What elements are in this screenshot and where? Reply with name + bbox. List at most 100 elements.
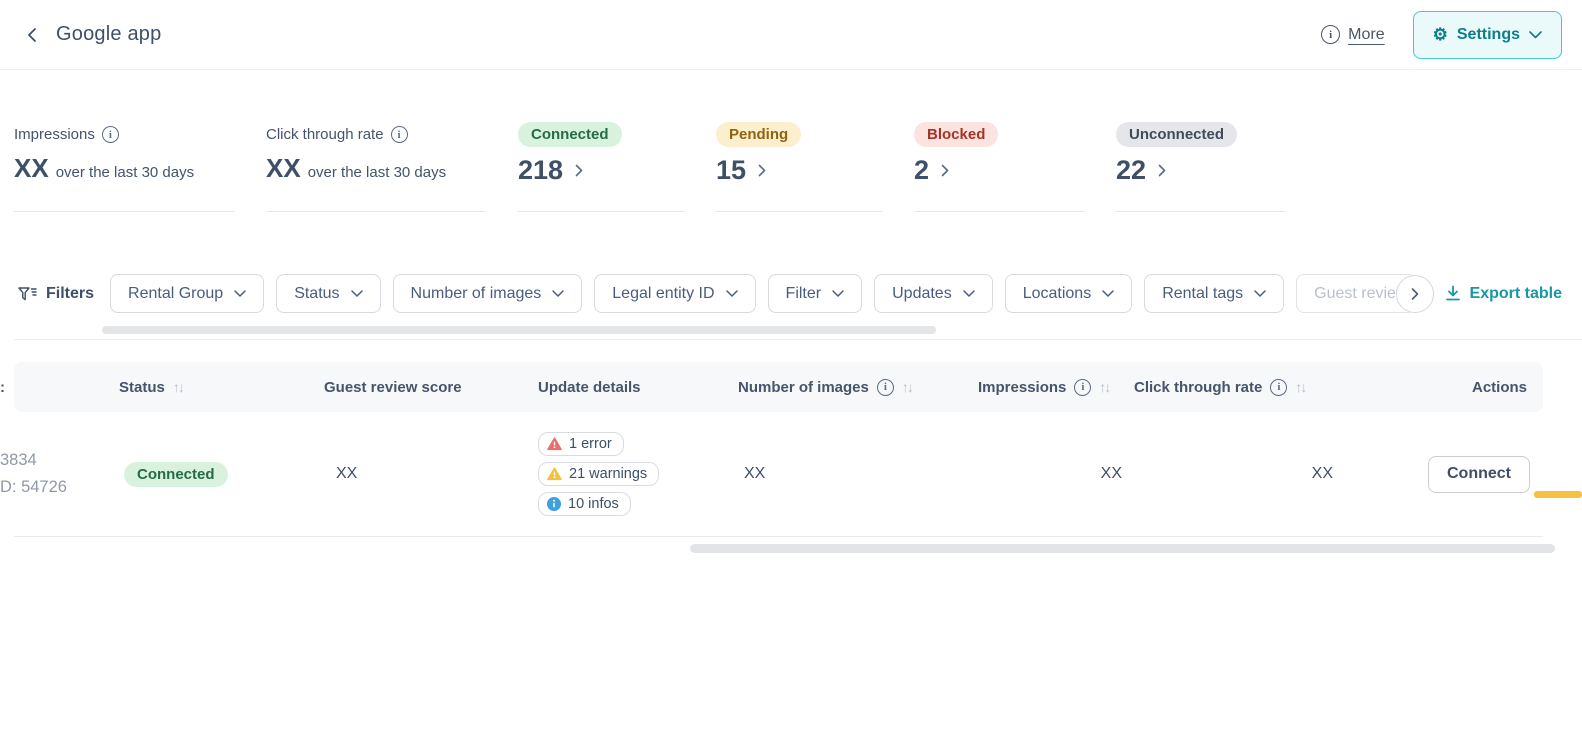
status-count: 22	[1116, 155, 1147, 185]
back-button[interactable]	[18, 21, 46, 49]
status-card-unconnected: Unconnected 22	[1116, 122, 1286, 212]
status-badge: Unconnected	[1116, 122, 1238, 147]
filter-pill-status[interactable]: Status	[276, 274, 381, 313]
export-table-button[interactable]: Export table	[1445, 285, 1562, 303]
column-label: Status	[119, 378, 165, 396]
chevron-down-icon	[1529, 30, 1542, 39]
info-icon[interactable]: i	[876, 378, 894, 396]
status-count-link[interactable]: 22	[1116, 155, 1286, 186]
export-label: Export table	[1469, 284, 1562, 302]
pill-label: Updates	[892, 284, 952, 302]
column-header-number-of-images[interactable]: Number of images i ↑↓	[714, 378, 964, 396]
pill-label: Status	[294, 284, 340, 302]
sort-icon[interactable]: ↑↓	[901, 379, 914, 395]
pill-label: Filter	[785, 284, 822, 302]
status-card-connected: Connected 218	[518, 122, 684, 212]
filter-pill-rental-tags[interactable]: Rental tags	[1144, 274, 1285, 313]
status-card-blocked: Blocked 2	[914, 122, 1084, 212]
filters-label: Filters	[18, 285, 94, 303]
column-label: Impressions	[978, 378, 1067, 396]
pill-label: Guest review	[1314, 284, 1408, 302]
impressions-cell: XX	[1100, 465, 1122, 482]
filter-pill-number-of-images[interactable]: Number of images	[392, 274, 583, 313]
info-icon[interactable]: i	[1321, 25, 1341, 44]
connect-button[interactable]: Connect	[1428, 455, 1530, 493]
filters-scroll-next-button[interactable]	[1396, 274, 1435, 313]
status-count: 2	[914, 155, 930, 185]
number-of-images-cell: XX	[744, 465, 766, 482]
info-icon[interactable]: i	[101, 126, 119, 143]
table-row: 3834 D: 54726 Connected XX 1 error	[0, 412, 1582, 537]
metric-value-row: XX over the last 30 days	[14, 153, 234, 184]
metric-value: XX	[266, 153, 301, 183]
chevron-right-icon	[1411, 287, 1419, 301]
chevron-right-icon	[575, 164, 583, 177]
pill-label: Rental Group	[128, 284, 224, 302]
clipped-column-header: :	[0, 379, 5, 396]
more-link[interactable]: i More	[1321, 25, 1385, 44]
topbar-actions: i More ⚙ Settings	[1321, 10, 1562, 59]
error-badge[interactable]: 1 error	[538, 432, 624, 456]
info-icon[interactable]: i	[1270, 378, 1288, 396]
info-badge[interactable]: 10 infos	[538, 492, 631, 516]
filter-pill-updates[interactable]: Updates	[874, 274, 993, 313]
badge-label: 10 infos	[568, 496, 619, 512]
status-count-link[interactable]: 2	[914, 155, 1084, 186]
sort-icon[interactable]: ↑↓	[172, 379, 185, 395]
table-horizontal-scrollbar[interactable]	[690, 544, 1555, 553]
column-header-status[interactable]: Status ↑↓	[119, 379, 324, 396]
sort-icon[interactable]: ↑↓	[1099, 379, 1111, 395]
download-icon	[1445, 285, 1461, 302]
chevron-down-icon	[350, 289, 363, 298]
metric-label: Click through rate	[266, 126, 384, 143]
error-triangle-icon	[547, 437, 562, 451]
filter-pill-locations[interactable]: Locations	[1004, 274, 1133, 313]
guest-review-score-cell: XX	[336, 465, 358, 482]
metric-period: over the last 30 days	[55, 164, 195, 181]
metric-value-row: XX over the last 30 days	[266, 153, 486, 184]
chevron-down-icon	[725, 289, 738, 298]
metric-period: over the last 30 days	[307, 164, 447, 181]
info-icon[interactable]: i	[390, 126, 408, 143]
status-card-pending: Pending 15	[716, 122, 882, 212]
status-count: 15	[716, 155, 747, 185]
status-badge: Connected	[518, 122, 622, 147]
chevron-right-icon	[1158, 164, 1166, 177]
status-count-link[interactable]: 218	[518, 155, 684, 186]
filter-funnel-icon	[18, 286, 37, 302]
filter-pill-filter[interactable]: Filter	[767, 274, 863, 313]
column-header-impressions[interactable]: Impressions i ↑↓	[964, 378, 1124, 396]
stats-row: Impressions i XX over the last 30 days Cl…	[0, 70, 1582, 212]
column-header-guest-review-score: Guest review score	[324, 379, 529, 396]
metric-value: XX	[14, 153, 49, 183]
column-header-click-through-rate[interactable]: Click through rate i ↑↓	[1124, 378, 1339, 396]
sort-icon[interactable]: ↑↓	[1295, 379, 1307, 395]
chevron-down-icon	[1102, 289, 1114, 298]
filter-pill-legal-entity-id[interactable]: Legal entity ID	[594, 274, 756, 313]
column-header-actions: Actions	[1339, 379, 1543, 396]
click-through-rate-cell: XX	[1311, 465, 1333, 482]
status-count-link[interactable]: 15	[716, 155, 882, 186]
status-cell: Connected	[119, 461, 324, 487]
chevron-left-icon	[24, 26, 40, 44]
page-title: Google app	[56, 23, 162, 45]
chevron-down-icon	[552, 289, 565, 298]
metric-impressions: Impressions i XX over the last 30 days	[14, 122, 234, 212]
badge-label: 1 error	[569, 436, 612, 452]
status-badge: Connected	[124, 461, 228, 487]
status-badge: Blocked	[914, 122, 999, 147]
status-badge: Pending	[716, 122, 802, 147]
chevron-right-icon	[941, 164, 949, 177]
warning-badge[interactable]: 21 warnings	[538, 462, 660, 486]
settings-button[interactable]: ⚙ Settings	[1412, 10, 1562, 59]
column-label: Update details	[538, 378, 641, 396]
chevron-down-icon	[234, 289, 246, 298]
column-label: Actions	[1471, 378, 1527, 396]
info-icon[interactable]: i	[1074, 378, 1092, 396]
filter-pill-rental-group[interactable]: Rental Group	[110, 274, 265, 313]
rental-id-line1: 3834	[0, 451, 37, 469]
filters-title: Filters	[46, 284, 95, 302]
filters-horizontal-scrollbar[interactable]	[102, 326, 936, 334]
warning-triangle-icon	[547, 467, 562, 481]
pill-label: Rental tags	[1162, 284, 1244, 302]
